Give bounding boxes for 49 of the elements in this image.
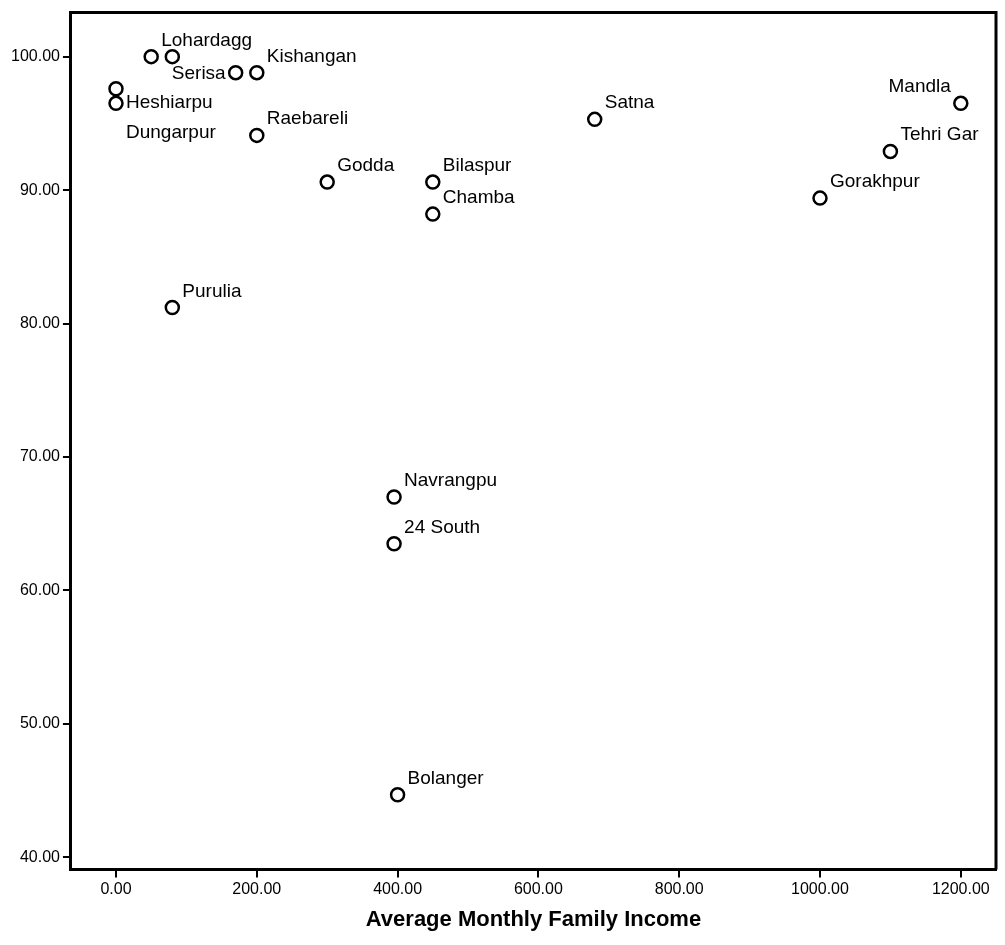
annotation: Heshiarpu <box>125 90 213 112</box>
y-tick-label: 40.00 <box>19 847 61 865</box>
point <box>249 127 265 144</box>
x-tick-label: 200.00 <box>232 880 282 898</box>
y-tick-label: 100.00 <box>11 47 61 65</box>
point <box>386 536 402 552</box>
point <box>953 95 969 112</box>
annotation: Satna <box>604 91 655 113</box>
annotation: Godda <box>337 154 395 176</box>
annotation: Tehri Gar <box>900 123 980 145</box>
annotation: Serisa <box>171 61 227 83</box>
annotation: Kishangan <box>266 44 357 66</box>
point <box>143 48 159 65</box>
point <box>227 64 244 81</box>
y-tick-label: 70.00 <box>19 447 61 465</box>
y-tick-label: 80.00 <box>19 313 61 331</box>
point <box>389 786 406 803</box>
point <box>386 489 402 505</box>
annotation: Chamba <box>442 186 516 208</box>
annotation: Bilaspur <box>442 154 513 176</box>
x-tick-label: 800.00 <box>654 880 704 898</box>
point <box>108 95 124 112</box>
point <box>249 64 265 81</box>
annotation: Purulia <box>182 279 242 301</box>
point <box>164 299 181 316</box>
annotation: Lohardagg <box>161 28 253 50</box>
point <box>425 174 441 190</box>
annotation: Gorakhpur <box>830 170 921 192</box>
y-tick-label: 60.00 <box>19 580 61 598</box>
point <box>108 80 124 97</box>
x-tick-label: 400.00 <box>373 880 423 898</box>
x-tick-label: 1000.00 <box>791 880 850 898</box>
point <box>586 111 603 128</box>
annotation: Dungarpur <box>125 121 217 143</box>
x-tick-label: 0.00 <box>100 880 132 898</box>
annotation: 24 South <box>404 515 481 537</box>
annotation: Raebareli <box>266 107 349 129</box>
y-tick-label: 50.00 <box>19 714 61 732</box>
point <box>425 206 441 222</box>
x-axis-title: Average Monthly Family Income <box>365 905 702 931</box>
annotation: Mandla <box>888 75 952 97</box>
point <box>319 174 335 190</box>
point <box>882 143 899 160</box>
point <box>812 190 828 206</box>
annotation: Navrangpu <box>404 469 498 491</box>
x-tick-label: 600.00 <box>513 880 563 898</box>
y-tick-label: 90.00 <box>19 180 61 198</box>
x-tick-label: 1200.00 <box>931 880 990 898</box>
annotation: Bolanger <box>407 766 485 788</box>
